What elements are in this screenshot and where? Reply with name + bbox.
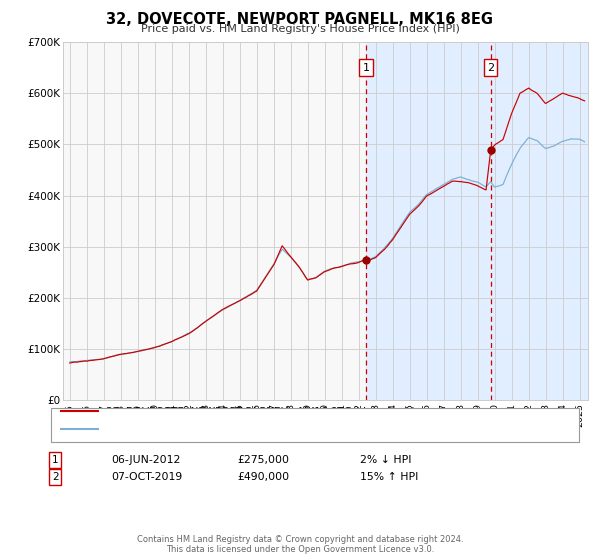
Bar	[366, 42, 588, 400]
Text: 06-JUN-2012: 06-JUN-2012	[111, 455, 181, 465]
Text: £490,000: £490,000	[237, 472, 289, 482]
Text: 1: 1	[52, 455, 59, 465]
Text: 07-OCT-2019: 07-OCT-2019	[111, 472, 182, 482]
Text: 2: 2	[52, 472, 59, 482]
Text: 15% ↑ HPI: 15% ↑ HPI	[360, 472, 418, 482]
Text: 2% ↓ HPI: 2% ↓ HPI	[360, 455, 412, 465]
Text: 1: 1	[362, 63, 370, 73]
Text: HPI: Average price, detached house, Milton Keynes: HPI: Average price, detached house, Milt…	[106, 424, 371, 434]
Text: This data is licensed under the Open Government Licence v3.0.: This data is licensed under the Open Gov…	[166, 545, 434, 554]
Text: Contains HM Land Registry data © Crown copyright and database right 2024.: Contains HM Land Registry data © Crown c…	[137, 535, 463, 544]
Text: Price paid vs. HM Land Registry's House Price Index (HPI): Price paid vs. HM Land Registry's House …	[140, 24, 460, 34]
Text: 32, DOVECOTE, NEWPORT PAGNELL, MK16 8EG: 32, DOVECOTE, NEWPORT PAGNELL, MK16 8EG	[107, 12, 493, 27]
Text: £275,000: £275,000	[237, 455, 289, 465]
Text: 2: 2	[487, 63, 494, 73]
Text: 32, DOVECOTE, NEWPORT PAGNELL, MK16 8EG (detached house): 32, DOVECOTE, NEWPORT PAGNELL, MK16 8EG …	[106, 406, 447, 416]
